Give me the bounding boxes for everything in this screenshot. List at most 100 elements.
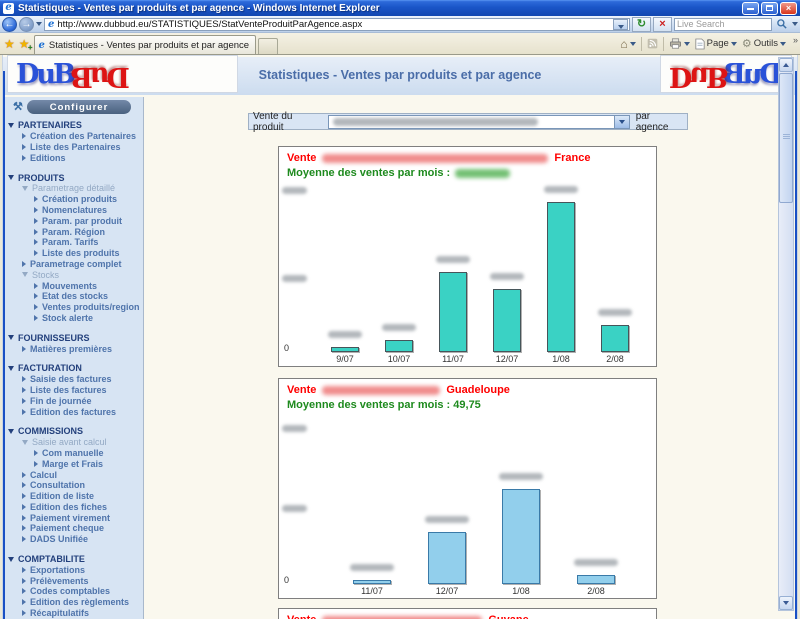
maximize-button[interactable] [761, 1, 778, 15]
sidebar-item-editions[interactable]: Editions [3, 152, 143, 163]
command-bar: ★ ★ + e Statistiques - Ventes par produit… [0, 33, 800, 55]
sidebar-item-marge-et-frais[interactable]: Marge et Frais [3, 458, 143, 469]
tab-statistiques[interactable]: e Statistiques - Ventes par produits et … [33, 35, 256, 54]
add-favorite-icon[interactable]: ★ + [18, 36, 33, 52]
dubbud-logo-left: DuBDuB [16, 58, 130, 92]
sidebar-item-stock-alerte[interactable]: Stock alerte [3, 313, 143, 324]
refresh-button[interactable]: ↻ [632, 16, 651, 32]
search-options-caret-icon[interactable] [792, 22, 798, 26]
sidebar-item-produits[interactable]: PRODUITS [3, 172, 143, 183]
sidebar-item-matieres-premieres[interactable]: Matières premières [3, 343, 143, 354]
expand-icon [22, 588, 26, 595]
configure-icon: ⚒ [13, 101, 24, 113]
page-menu-button[interactable]: Page [695, 38, 737, 50]
sidebar-item-mouvements[interactable]: Mouvements [3, 280, 143, 291]
expand-icon [22, 154, 26, 161]
sidebar-item-stocks[interactable]: Stocks [3, 269, 143, 280]
x-axis-label: 2/08 [587, 586, 605, 596]
title-bar[interactable]: e Statistiques - Ventes par produits et … [0, 0, 800, 16]
sidebar-item-consultation[interactable]: Consultation [3, 480, 143, 491]
sidebar-item-fournisseurs[interactable]: FOURNISSEURS [3, 332, 143, 343]
search-input[interactable]: Live Search [674, 17, 772, 31]
sidebar-item-paiement-virement[interactable]: Paiement virement [3, 512, 143, 523]
product-select-caret[interactable] [613, 115, 629, 128]
scroll-down-button[interactable] [779, 596, 793, 610]
sidebar-item-param-region[interactable]: Param. Région [3, 226, 143, 237]
sidebar-item-param-tarifs[interactable]: Param. Tarifs [3, 237, 143, 248]
expand-icon [22, 397, 26, 404]
expand-icon [34, 314, 38, 321]
close-button[interactable]: × [780, 1, 797, 15]
sidebar-item-etat-des-stocks[interactable]: Etat des stocks [3, 291, 143, 302]
favorites-icon[interactable]: ★ [4, 36, 15, 51]
chart-title-redacted [322, 615, 483, 619]
expand-icon [22, 493, 26, 500]
sidebar-item-edition-des-reglements[interactable]: Edition des règlements [3, 597, 143, 608]
sidebar-item-saisie-avant-calcul[interactable]: Saisie avant calcul [3, 437, 143, 448]
printer-icon [669, 38, 681, 49]
sidebar-item-edition-de-liste[interactable]: Edition de liste [3, 491, 143, 502]
address-field[interactable]: e http://www.dubbud.eu/STATISTIQUES/Stat… [44, 17, 630, 31]
print-button[interactable] [669, 38, 690, 49]
sidebar-item-ventes-produits-region[interactable]: Ventes produits/region [3, 302, 143, 313]
sidebar-item-dads-unifiee[interactable]: DADS Unifiée [3, 534, 143, 545]
address-dropdown-button[interactable] [613, 18, 628, 30]
sidebar-item-parametrage-complet[interactable]: Parametrage complet [3, 259, 143, 270]
url-text[interactable]: http://www.dubbud.eu/STATISTIQUES/StatVe… [57, 18, 363, 30]
expand-icon [22, 345, 26, 352]
sidebar-item-comptabilite[interactable]: COMPTABILITE [3, 554, 143, 565]
sidebar-item-liste-des-produits[interactable]: Liste des produits [3, 248, 143, 259]
sidebar-item-fin-de-journee[interactable]: Fin de journée [3, 395, 143, 406]
sidebar-item-creation-des-partenaires[interactable]: Création des Partenaires [3, 131, 143, 142]
collapse-icon [8, 175, 14, 181]
sidebar-item-calcul[interactable]: Calcul [3, 469, 143, 480]
chart-average: Moyenne des ventes par mois : 49,75 [287, 399, 481, 411]
collapse-icon [8, 556, 14, 562]
vertical-scrollbar[interactable] [778, 57, 794, 611]
sidebar-item-paiement-cheque[interactable]: Paiement cheque [3, 523, 143, 534]
scroll-up-button[interactable] [779, 58, 793, 72]
feeds-icon [647, 38, 657, 49]
expand-icon [22, 525, 26, 532]
sidebar-item-commissions[interactable]: COMMISSIONS [3, 426, 143, 437]
tools-menu-button[interactable]: ⚙ Outils [742, 37, 786, 50]
sidebar-item-com-manuelle[interactable]: Com manuelle [3, 448, 143, 459]
sidebar-item-facturation[interactable]: FACTURATION [3, 363, 143, 374]
scrollbar-thumb[interactable] [779, 73, 793, 203]
back-button[interactable]: ← [2, 16, 17, 32]
sidebar-item-edition-des-fiches[interactable]: Edition des fiches [3, 502, 143, 513]
new-tab-button[interactable] [257, 38, 278, 54]
sidebar-item-saisie-des-factures[interactable]: Saisie des factures [3, 374, 143, 385]
sidebar-item-liste-des-factures[interactable]: Liste des factures [3, 385, 143, 396]
sidebar-item-recapitulatifs[interactable]: Récapitulatifs [3, 608, 143, 619]
sidebar-item-creation-produits[interactable]: Création produits [3, 194, 143, 205]
sidebar-item-liste-des-partenaires[interactable]: Liste des Partenaires [3, 142, 143, 153]
sidebar-item-edition-des-factures[interactable]: Edition des factures [3, 406, 143, 417]
sidebar-item-partenaires[interactable]: PARTENAIRES [3, 120, 143, 131]
forward-button[interactable]: → [19, 16, 34, 32]
page-title: Statistiques - Ventes par produits et pa… [258, 68, 542, 82]
search-icon[interactable] [774, 17, 790, 32]
gear-icon: ⚙ [741, 38, 752, 50]
logo-left-box: DuBDuB [7, 55, 238, 93]
bar-2-08 [601, 325, 629, 352]
history-caret-icon[interactable] [36, 22, 42, 26]
sidebar-item-codes-comptables[interactable]: Codes comptables [3, 586, 143, 597]
configure-button[interactable]: ⚒ Configurer [13, 100, 131, 114]
sidebar-item-exportations[interactable]: Exportations [3, 564, 143, 575]
expand-icon [34, 239, 38, 246]
logo-right-box: DuBDuB [660, 55, 792, 93]
overflow-chevron-icon[interactable]: » [792, 35, 798, 45]
product-select[interactable] [327, 114, 630, 129]
sidebar-item-prelevements[interactable]: Prélèvements [3, 575, 143, 586]
sidebar-item-param-par-produit[interactable]: Param. par produit [3, 215, 143, 226]
collapse-icon [8, 335, 14, 341]
home-button[interactable]: ⌂ [620, 37, 636, 51]
chart-region: Guyane [488, 614, 528, 619]
page-favicon: e [48, 18, 55, 30]
minimize-button[interactable] [742, 1, 759, 15]
sidebar-item-parametrage-detaille[interactable]: Parametrage détaillé [3, 183, 143, 194]
stop-button[interactable]: × [653, 16, 672, 32]
feeds-button[interactable] [647, 38, 658, 49]
sidebar-item-nomenclatures[interactable]: Nomenclatures [3, 205, 143, 216]
